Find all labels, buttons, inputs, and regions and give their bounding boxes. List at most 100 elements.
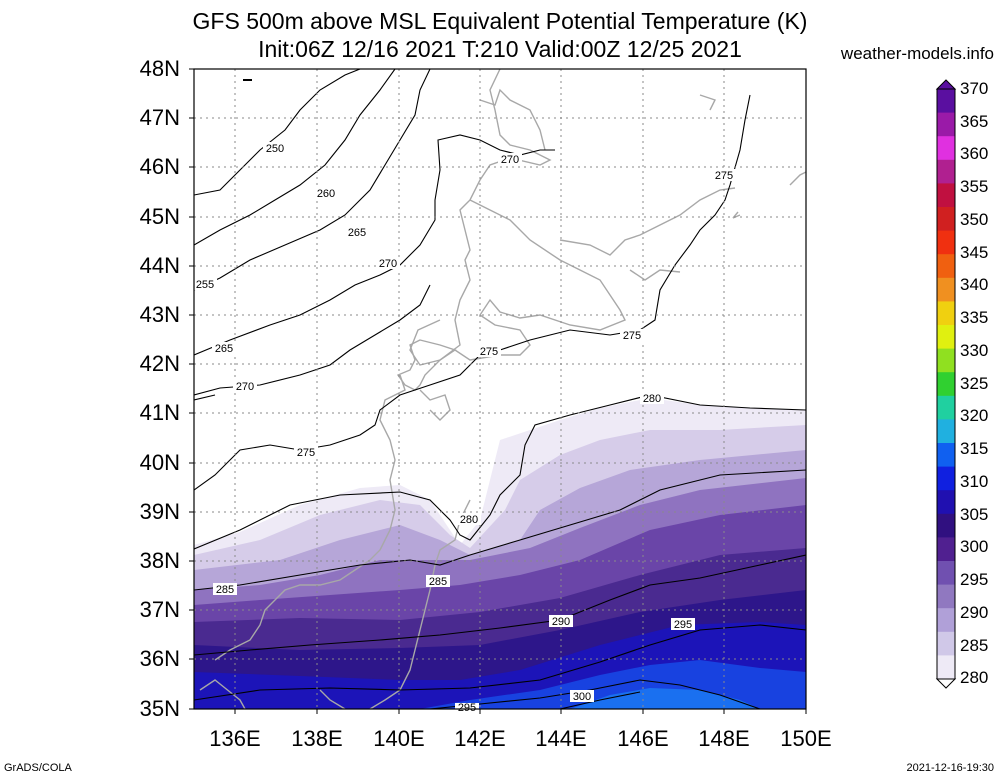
colorbar-label: 355 <box>960 177 989 196</box>
colorbar-label: 360 <box>960 144 989 163</box>
svg-text:270: 270 <box>236 381 254 393</box>
colorbar-swatch <box>937 277 955 302</box>
colorbar-swatch <box>937 348 955 373</box>
lon-label: 140E <box>373 726 425 751</box>
colorbar-label: 330 <box>960 341 989 360</box>
colorbar-swatch <box>937 584 955 609</box>
lon-label: 146E <box>617 726 669 751</box>
colorbar-label: 365 <box>960 112 989 131</box>
contour-label: 250 <box>263 142 287 155</box>
colorbar-label: 285 <box>960 636 989 655</box>
colorbar-swatch <box>937 561 955 586</box>
colorbar-label: 340 <box>960 275 989 294</box>
contour-label: 275 <box>477 345 501 358</box>
colorbar-label: 345 <box>960 243 989 262</box>
contour-label: 270 <box>498 153 522 166</box>
colorbar-swatch <box>937 159 955 184</box>
svg-text:260: 260 <box>317 188 335 200</box>
colorbar-swatch <box>937 183 955 208</box>
contour-lines <box>194 69 806 709</box>
colorbar-label: 325 <box>960 374 989 393</box>
contour-labels: 250 260 265 270 255 265 270 275 270 275 … <box>193 142 736 714</box>
colorbar-label: 320 <box>960 406 989 425</box>
colorbar-swatch <box>937 207 955 232</box>
contour-label: 275 <box>712 169 736 182</box>
colorbar-swatch <box>937 419 955 444</box>
generated-timestamp: 2021-12-16-19:30 <box>906 762 994 774</box>
lat-label: 38N <box>139 548 180 573</box>
contour-label: 290 <box>549 615 573 628</box>
map-subtitle: Init:06Z 12/16 2021 T:210 Valid:00Z 12/2… <box>258 36 742 62</box>
svg-text:265: 265 <box>215 343 233 355</box>
lat-label: 48N <box>139 56 180 81</box>
lat-label: 37N <box>139 597 180 622</box>
graticule <box>194 69 806 709</box>
svg-text:295: 295 <box>674 619 692 631</box>
colorbar <box>935 79 957 689</box>
contour-label: 280 <box>640 392 664 405</box>
svg-text:270: 270 <box>501 154 519 166</box>
colorbar-label: 335 <box>960 308 989 327</box>
colorbar-swatch <box>937 372 955 397</box>
lon-label: 142E <box>454 726 506 751</box>
lat-label: 43N <box>139 302 180 327</box>
svg-text:275: 275 <box>715 170 733 182</box>
lat-label: 44N <box>139 253 180 278</box>
colorbar-swatch <box>937 230 955 255</box>
svg-text:275: 275 <box>623 330 641 342</box>
colorbar-label: 305 <box>960 505 989 524</box>
lat-label: 42N <box>139 351 180 376</box>
axis-ticks <box>189 68 807 714</box>
colorbar-swatch <box>937 254 955 279</box>
svg-text:275: 275 <box>480 346 498 358</box>
svg-text:290: 290 <box>552 616 570 628</box>
colorbar-swatch <box>937 89 955 114</box>
lat-label: 45N <box>139 204 180 229</box>
colorbar-swatch <box>937 513 955 538</box>
svg-text:285: 285 <box>216 584 234 596</box>
contour-label: 265 <box>212 342 236 355</box>
lat-label: 35N <box>139 696 180 721</box>
contour-label: 265 <box>345 226 369 239</box>
lat-label: 40N <box>139 450 180 475</box>
colorbar-label: 290 <box>960 603 989 622</box>
contour-label: 270 <box>376 257 400 270</box>
colorbar-swatch <box>937 631 955 656</box>
lat-label: 46N <box>139 154 180 179</box>
colorbar-label: 315 <box>960 439 989 458</box>
colorbar-label: 280 <box>960 668 989 687</box>
lat-label: 47N <box>139 105 180 130</box>
svg-text:295: 295 <box>458 702 476 714</box>
lon-label: 150E <box>780 726 832 751</box>
lat-label: 36N <box>139 646 180 671</box>
colorbar-swatch <box>937 490 955 515</box>
contour-label: 275 <box>620 329 644 342</box>
lon-label: 138E <box>291 726 343 751</box>
colorbar-arrow-top <box>935 79 957 90</box>
contour-label: 285 <box>213 583 237 596</box>
contour-label: 260 <box>314 187 338 200</box>
lon-label: 144E <box>535 726 587 751</box>
colorbar-label: 295 <box>960 570 989 589</box>
lon-label: 148E <box>698 726 750 751</box>
colorbar-label: 300 <box>960 537 989 556</box>
svg-text:300: 300 <box>573 691 591 703</box>
contour-label: 280 <box>457 513 481 526</box>
colorbar-swatch <box>937 325 955 350</box>
software-credit: GrADS/COLA <box>4 762 72 774</box>
svg-text:275: 275 <box>297 447 315 459</box>
svg-text:285: 285 <box>429 576 447 588</box>
colorbar-swatch <box>937 112 955 137</box>
colorbar-swatch <box>937 301 955 326</box>
svg-text:280: 280 <box>643 393 661 405</box>
contour-label: 300 <box>570 690 594 703</box>
colorbar-swatch <box>937 136 955 161</box>
colorbar-swatch <box>937 443 955 468</box>
lat-label: 41N <box>139 400 180 425</box>
lon-label: 136E <box>209 726 261 751</box>
contour-label: 295 <box>455 702 479 714</box>
contour-label: 270 <box>233 380 257 393</box>
colorbar-label: 310 <box>960 472 989 491</box>
svg-text:265: 265 <box>348 227 366 239</box>
